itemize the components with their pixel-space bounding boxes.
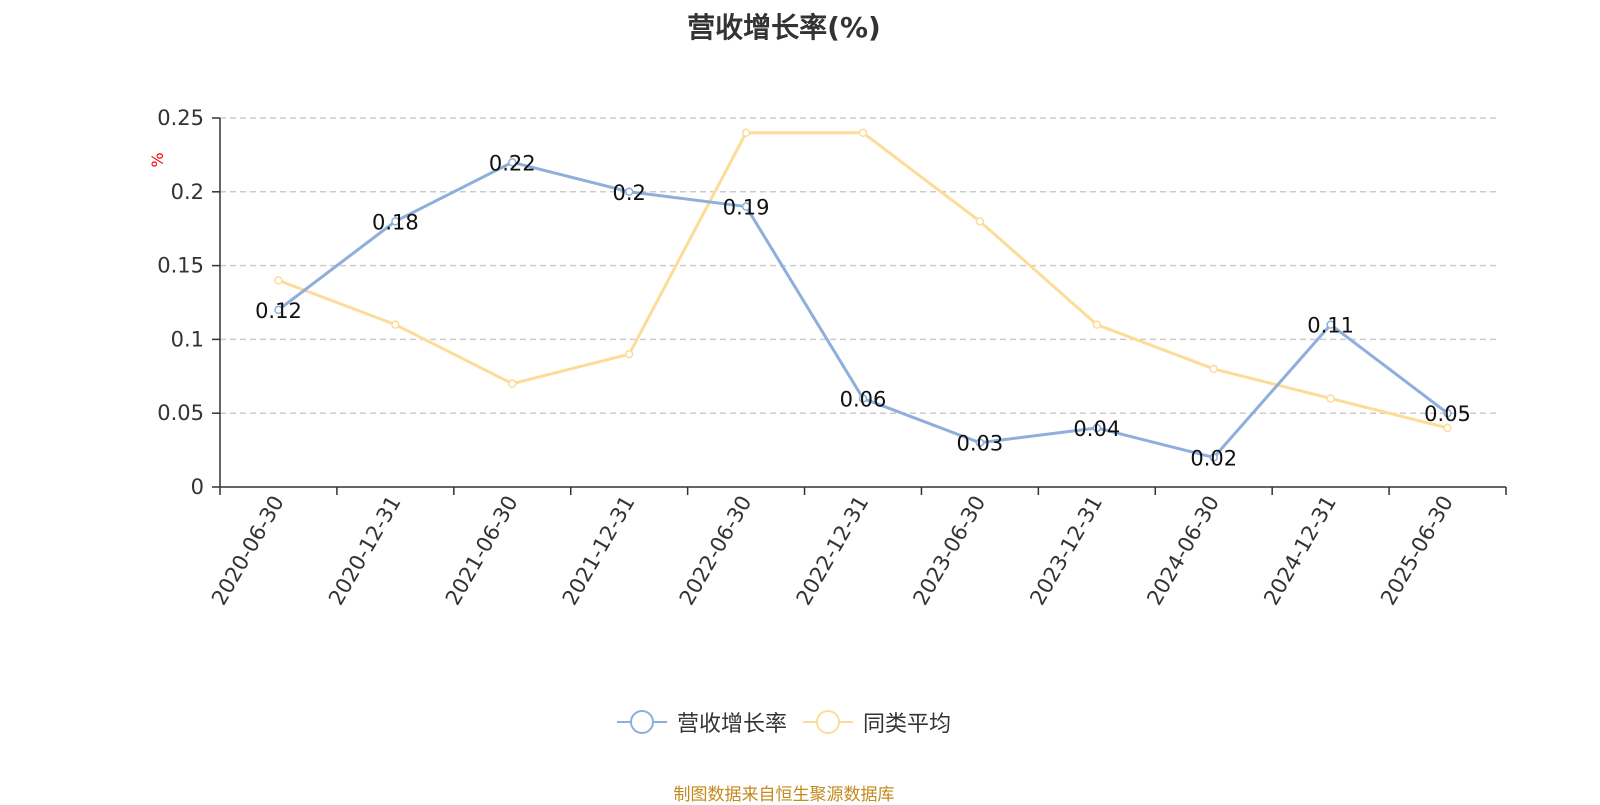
data-label: 0.12 (255, 299, 302, 323)
data-label: 0.19 (723, 196, 770, 220)
y-tick-label: 0.1 (171, 327, 204, 351)
data-label: 0.18 (372, 210, 419, 234)
x-tick-label: 2020-12-31 (324, 492, 406, 610)
data-point (858, 394, 868, 403)
axes: 0 0.05 0.1 0.15 0.2 0.25 2020-06-30 2020-12-31 2… (157, 106, 1507, 610)
x-tick-label: 2022-12-31 (792, 492, 874, 610)
source-note: 制图数据来自恒生聚源数据库 (673, 785, 895, 805)
y-tick-label: 0.15 (157, 254, 204, 278)
x-tick-label: 2022-06-30 (675, 492, 757, 610)
series (274, 128, 1452, 462)
x-tick-label: 2024-12-31 (1259, 492, 1341, 610)
legend-item-revenue-growth[interactable]: 营收增长率 (616, 706, 787, 738)
data-point (508, 158, 517, 167)
legend-item-peer-average[interactable]: 同类平均 (803, 706, 951, 738)
data-label: 0.06 (840, 387, 887, 411)
data-point (1326, 394, 1335, 403)
legend-line-marker-icon (616, 710, 667, 734)
data-point (1092, 423, 1102, 433)
data-point (391, 217, 400, 226)
data-point (274, 276, 283, 285)
data-point (1092, 320, 1102, 329)
legend-label: 同类平均 (863, 712, 952, 737)
y-tick-label: 0.25 (157, 106, 204, 130)
data-label: 0.02 (1190, 446, 1237, 470)
series-line-peer-average (277, 131, 1448, 430)
data-point (1209, 364, 1218, 374)
data-point (1443, 423, 1452, 433)
legend: 营收增长率 同类平均 (0, 706, 1568, 738)
y-tick-label: 0 (191, 475, 204, 499)
data-point (391, 320, 400, 329)
legend-line-marker-icon (803, 710, 853, 734)
data-point (975, 438, 985, 447)
chart-title: 营收增长率(%) (687, 11, 881, 44)
data-point (1443, 408, 1452, 418)
data-point (508, 379, 517, 388)
data-label: 0.04 (1073, 417, 1120, 441)
data-point (741, 128, 751, 138)
data-point (274, 305, 283, 315)
data-point (1326, 320, 1335, 329)
x-tick-label: 2023-12-31 (1025, 492, 1107, 610)
data-label: 0.2 (612, 181, 645, 205)
data-label: 0.11 (1307, 314, 1354, 338)
x-tick-label: 2024-06-30 (1142, 492, 1224, 610)
data-label: 0.05 (1424, 402, 1471, 426)
x-tick-label: 2021-06-30 (441, 492, 523, 610)
data-point (624, 187, 634, 197)
grid-lines (220, 117, 1498, 414)
data-label: 0.22 (489, 151, 536, 175)
y-tick-label: 0.2 (171, 180, 204, 204)
data-labels: 0.12 0.18 0.22 0.2 0.19 0.06 0.03 0.04 0.02 0.11 0… (255, 151, 1471, 470)
data-point (858, 128, 868, 138)
x-tick-label: 2023-06-30 (908, 492, 990, 610)
data-point (624, 349, 634, 359)
data-point (975, 217, 985, 226)
y-tick-label: 0.05 (157, 401, 204, 425)
x-tick-label: 2021-12-31 (558, 492, 640, 610)
data-point (1209, 453, 1218, 462)
x-tick-label: 2020-06-30 (207, 492, 289, 610)
data-point (741, 202, 751, 211)
legend-label: 营收增长率 (676, 712, 787, 737)
data-label: 0.03 (957, 432, 1004, 456)
y-axis-unit-label: % (148, 152, 167, 167)
x-tick-label: 2025-06-30 (1376, 492, 1458, 610)
